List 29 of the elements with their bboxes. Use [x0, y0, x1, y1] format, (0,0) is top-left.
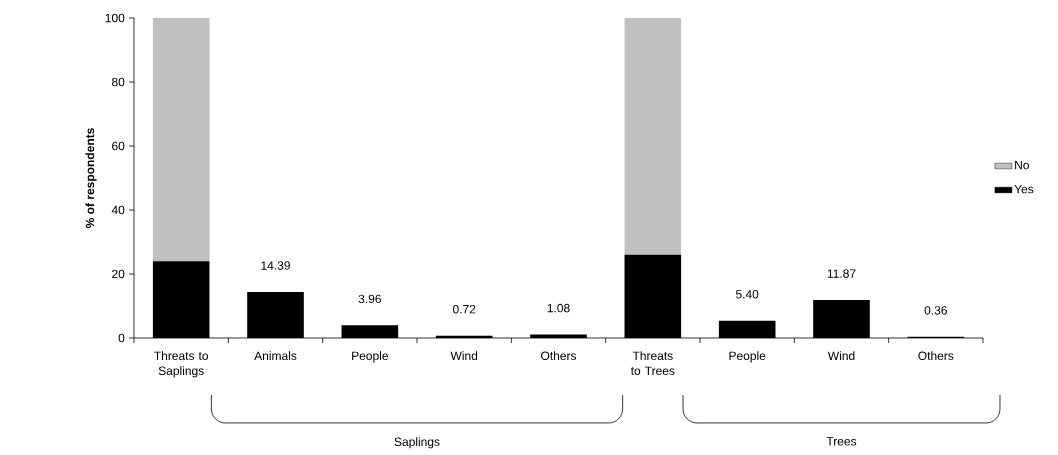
x-tick-label: Wind: [827, 351, 855, 360]
x-tick-label: People: [352, 351, 388, 363]
x-tick-label: Wind: [450, 351, 478, 360]
x-tick-label: Others: [918, 351, 954, 360]
data-label: 14.39: [261, 261, 290, 270]
x-tick-label: Threats to Trees: [630, 351, 675, 375]
legend-label: No: [1015, 160, 1029, 170]
text: Trees: [826, 437, 857, 446]
legend-label: Yes: [1014, 185, 1034, 194]
y-tick-label: 20: [112, 269, 125, 279]
x-tick-label: Threats to Saplings: [154, 351, 209, 378]
bar: [152, 18, 210, 262]
y-tick-label: 80: [111, 77, 125, 87]
x-tick-label: Others: [541, 351, 577, 360]
y-axis-title: % of respondents: [85, 128, 97, 229]
x-tick-label: People: [729, 351, 766, 363]
data-label: 1.08: [547, 303, 570, 313]
data-label: 5.40: [735, 290, 759, 299]
y-tick-label: 60: [112, 141, 125, 151]
y-tick-label: 100: [105, 13, 125, 23]
data-label: 0.36: [924, 306, 947, 315]
bar: [624, 18, 682, 255]
text: Saplings: [394, 437, 440, 449]
y-tick-label: 40: [111, 205, 125, 215]
data-label: 0.72: [452, 304, 476, 314]
x-tick-label: Animals: [254, 351, 297, 360]
data-label: 3.96: [358, 294, 381, 304]
data-label: 11.87: [827, 269, 856, 278]
y-tick-label: 0: [118, 333, 125, 343]
